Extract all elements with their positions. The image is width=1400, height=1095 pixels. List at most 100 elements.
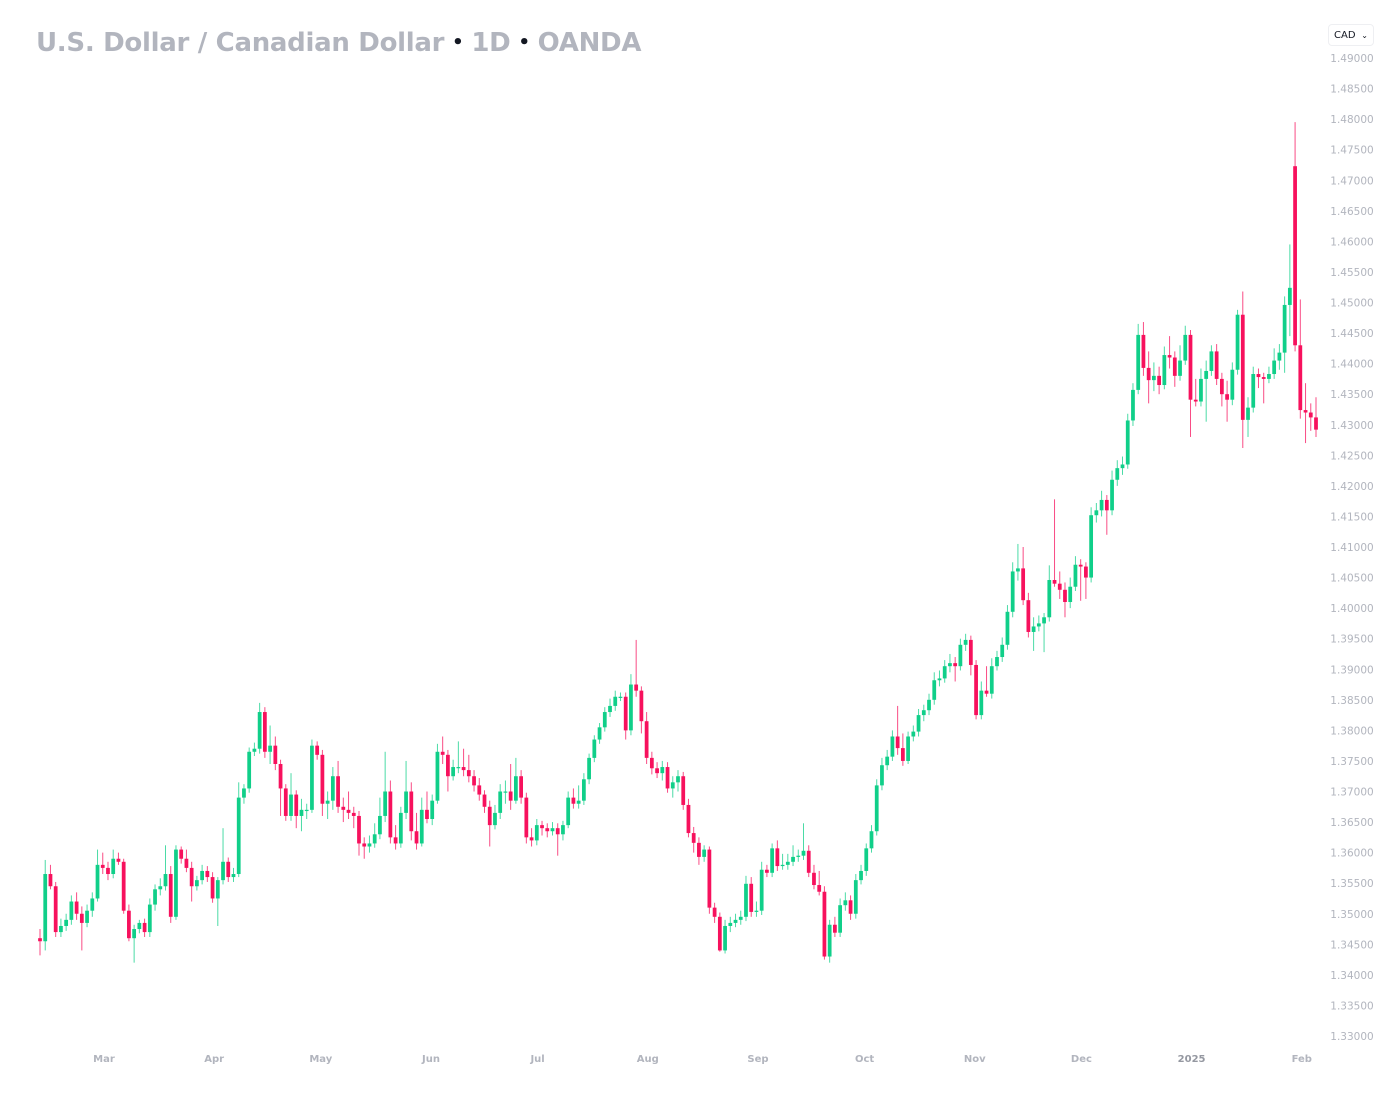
candle-down	[712, 902, 717, 923]
candle-body	[1199, 378, 1203, 402]
candle-body	[665, 767, 670, 789]
candle-up	[702, 845, 707, 862]
price-tick-label: 1.39000	[1330, 664, 1373, 676]
time-axis[interactable]: Mar Apr May Jun Jul Aug Sep Oct Nov Dec 2025 Feb	[93, 1054, 1312, 1065]
candle-down	[1057, 571, 1062, 599]
candle-up	[942, 660, 947, 683]
candle-body	[806, 850, 811, 873]
candle-up	[890, 730, 895, 761]
candle-body	[1246, 407, 1250, 420]
candle-body	[273, 745, 278, 764]
candle-body	[587, 757, 591, 780]
candle-up	[1120, 456, 1125, 475]
currency-selector[interactable]: CAD ⌄	[1328, 24, 1374, 46]
candle-down	[634, 639, 639, 697]
candle-body	[780, 864, 785, 867]
candle-body	[121, 861, 126, 911]
price-tick-label: 1.43500	[1330, 389, 1373, 401]
candle-body	[1162, 355, 1167, 386]
candle-body	[827, 924, 832, 957]
candle-body	[252, 748, 257, 752]
candle-body	[1287, 287, 1292, 305]
candle-up	[451, 759, 456, 781]
candle-up	[1136, 323, 1141, 395]
candle-body	[221, 861, 225, 881]
candle-body	[540, 825, 544, 829]
candle-body	[655, 768, 659, 774]
candle-body	[493, 812, 497, 826]
time-tick-label: Aug	[637, 1054, 659, 1065]
candle-body	[864, 848, 869, 871]
candle-up	[1047, 565, 1052, 622]
candle-body	[681, 776, 686, 805]
candle-up	[963, 633, 968, 651]
candle-body	[1136, 334, 1141, 390]
candle-body	[64, 919, 69, 926]
candle-body	[571, 797, 576, 804]
candle-body	[1000, 644, 1005, 658]
candle-body	[299, 809, 304, 816]
price-tick-label: 1.42500	[1330, 450, 1373, 462]
candle-body	[937, 678, 942, 681]
price-tick-label: 1.34000	[1330, 970, 1373, 982]
candle-body	[487, 806, 492, 826]
candle-body	[1005, 611, 1010, 645]
candle-body	[707, 849, 712, 908]
candle-up	[874, 779, 879, 836]
candle-body	[822, 891, 827, 957]
candle-down	[346, 791, 351, 820]
candle-body	[310, 745, 314, 810]
candle-body	[1104, 499, 1109, 511]
candle-up	[629, 674, 633, 736]
candle-up	[304, 803, 309, 820]
candle-body	[247, 751, 252, 789]
price-tick-label: 1.43000	[1330, 420, 1373, 432]
price-axis[interactable]: 1.33000 1.33500 1.34000 1.34500 1.35000 1.355…	[1330, 53, 1373, 1043]
candle-body	[514, 776, 518, 801]
candle-up	[853, 874, 858, 919]
candle-up	[796, 849, 801, 862]
candle-down	[414, 812, 419, 850]
candle-down	[446, 749, 450, 792]
candle-body	[958, 644, 963, 667]
candle-body	[749, 883, 754, 912]
candle-body	[717, 916, 722, 951]
candle-body	[215, 880, 220, 899]
candle-body	[236, 797, 241, 875]
candle-down	[655, 762, 659, 779]
candle-body	[1172, 357, 1177, 376]
candle-body	[419, 809, 424, 844]
candle-up	[1204, 360, 1209, 422]
candle-body	[1188, 334, 1193, 400]
candle-up	[1110, 470, 1114, 516]
candle-up	[1000, 637, 1005, 662]
candle-body	[346, 809, 351, 813]
candle-body	[362, 843, 367, 847]
candle-down	[278, 759, 283, 816]
candle-down	[555, 823, 560, 856]
candles	[38, 122, 1318, 963]
candle-up	[602, 707, 607, 732]
candle-body	[702, 849, 707, 857]
candle-down	[1298, 299, 1303, 419]
candle-up	[378, 797, 382, 840]
candle-up	[1073, 556, 1078, 592]
candle-body	[205, 870, 210, 878]
candle-body	[330, 776, 335, 801]
candle-down	[833, 916, 837, 937]
candle-body	[168, 874, 173, 917]
candle-body	[1214, 351, 1219, 379]
candle-down	[953, 657, 958, 682]
candle-down	[1084, 562, 1088, 599]
price-tick-label: 1.46500	[1330, 206, 1373, 218]
interval-label[interactable]: 1D	[471, 28, 511, 58]
time-tick-label: May	[309, 1054, 332, 1065]
candle-down	[691, 826, 696, 853]
candle-up	[1042, 613, 1046, 653]
candle-up	[163, 845, 168, 891]
candle-body	[1141, 334, 1146, 368]
candle-body	[1272, 360, 1277, 375]
price-tick-label: 1.48000	[1330, 114, 1373, 126]
candle-body	[1010, 571, 1015, 612]
